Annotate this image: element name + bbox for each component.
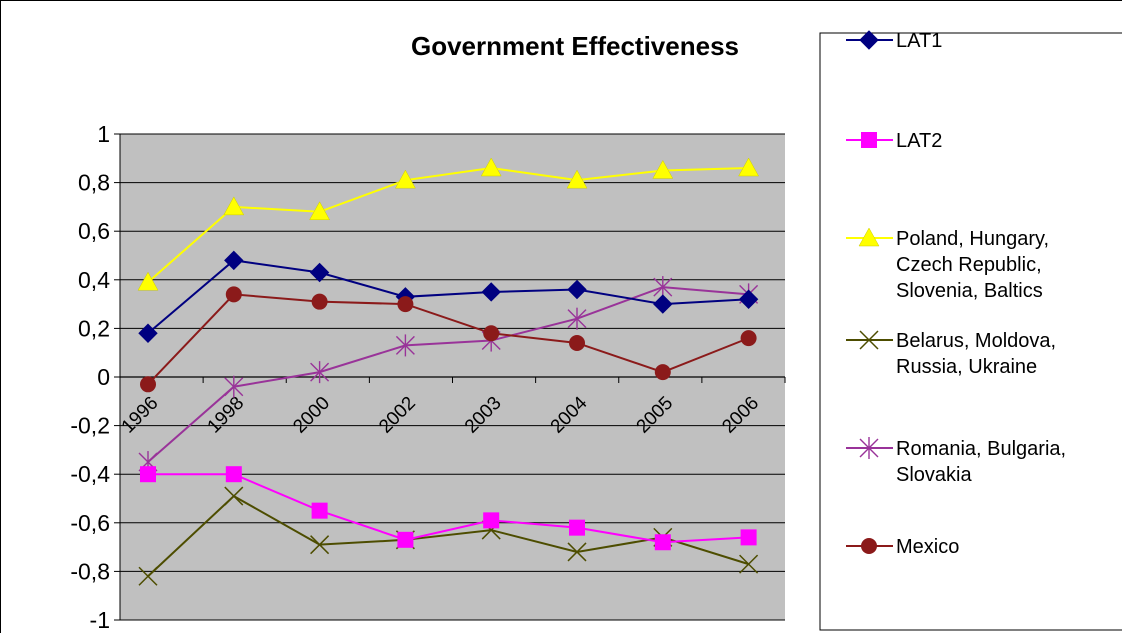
series-1 [140, 466, 757, 551]
data-point [739, 554, 759, 574]
y-tick-label: -0,4 [70, 461, 110, 487]
legend-entry: Mexico [846, 536, 959, 558]
axes [114, 133, 786, 621]
data-point [740, 330, 757, 347]
legend-marker [859, 30, 879, 50]
y-tick-label: -0,6 [70, 510, 110, 536]
data-point [566, 169, 588, 189]
legend-label: Mexico [896, 536, 959, 558]
y-tick-label: 0 [97, 364, 110, 390]
data-point [481, 282, 501, 302]
legend-marker [859, 330, 879, 350]
data-point [567, 279, 587, 300]
data-point [311, 293, 328, 310]
data-point [309, 201, 331, 221]
legend-marker [858, 227, 880, 247]
series-line [147, 167, 749, 283]
series-2 [137, 157, 760, 291]
data-point [397, 531, 414, 548]
legend-entry: Poland, Hungary, Czech Republic, Slovenia,… [846, 227, 1049, 302]
y-tick-label: 0,8 [78, 170, 110, 196]
data-point [567, 307, 587, 330]
data-point [224, 250, 244, 271]
legend-entry: LAT2 [846, 130, 942, 152]
y-tick-label: 1 [97, 121, 110, 147]
data-point [224, 486, 244, 506]
legend-entry: Romania, Bulgaria, Slovakia [846, 437, 1066, 486]
data-point [738, 289, 759, 309]
series-5 [140, 286, 757, 393]
data-point [225, 286, 242, 303]
legend-marker [861, 538, 877, 554]
y-axis-tick-labels: 1 0,8 0,6 0,4 0,2 0 -0,2 -0,4 -0,6 -0,8 -1 [70, 121, 110, 633]
data-point [223, 196, 245, 216]
data-point [225, 466, 242, 483]
y-tick-label: 0,6 [78, 218, 110, 244]
data-point [394, 169, 416, 189]
data-point [738, 157, 760, 177]
y-tick-label: -0,2 [70, 413, 110, 439]
legend-label: LAT2 [896, 130, 942, 152]
series-line [147, 259, 749, 335]
legend-marker [861, 132, 877, 148]
legend-label: Poland, Hungary, Czech Republic, Slovenia,… [896, 228, 1049, 302]
gridlines [120, 133, 785, 621]
data-point [395, 334, 415, 357]
data-point [311, 502, 328, 519]
data-point [224, 375, 244, 398]
legend-entry: LAT1 [846, 30, 942, 52]
series-line [147, 293, 749, 385]
y-tick-label: -1 [90, 607, 110, 633]
series-0 [138, 250, 759, 343]
legend-entry: Belarus, Moldova, Russia, Ukraine [846, 330, 1056, 378]
data-point [480, 157, 502, 177]
series-lines [137, 157, 760, 586]
data-point [483, 512, 500, 529]
data-point [140, 466, 156, 483]
data-point [310, 535, 330, 555]
legend-label: LAT1 [896, 30, 942, 52]
data-point [654, 364, 671, 381]
series-line [148, 473, 749, 544]
legend-label: Romania, Bulgaria, Slovakia [896, 438, 1066, 486]
data-point [483, 325, 500, 342]
data-point [567, 542, 587, 562]
data-point [652, 159, 674, 179]
legend-label: Belarus, Moldova, Russia, Ukraine [896, 330, 1056, 378]
legend-marker [859, 437, 879, 459]
data-point [653, 294, 673, 314]
data-point [569, 334, 585, 351]
data-point [137, 271, 159, 291]
data-point [654, 534, 671, 551]
data-point [740, 529, 757, 546]
series-line [147, 286, 749, 463]
data-point [140, 376, 156, 393]
y-tick-label: 0,4 [78, 267, 110, 293]
y-tick-label: -0,8 [70, 558, 110, 584]
data-point [569, 519, 585, 536]
y-tick-label: 0,2 [78, 315, 110, 341]
data-point [138, 323, 158, 343]
data-point [309, 262, 330, 283]
data-point [138, 566, 158, 586]
data-point [310, 361, 330, 384]
legend: LAT1 LAT2 Poland, Hungary, Czech Republic, S… [846, 30, 1066, 558]
data-point [397, 296, 414, 313]
chart-title: Government Effectiveness [411, 31, 739, 61]
